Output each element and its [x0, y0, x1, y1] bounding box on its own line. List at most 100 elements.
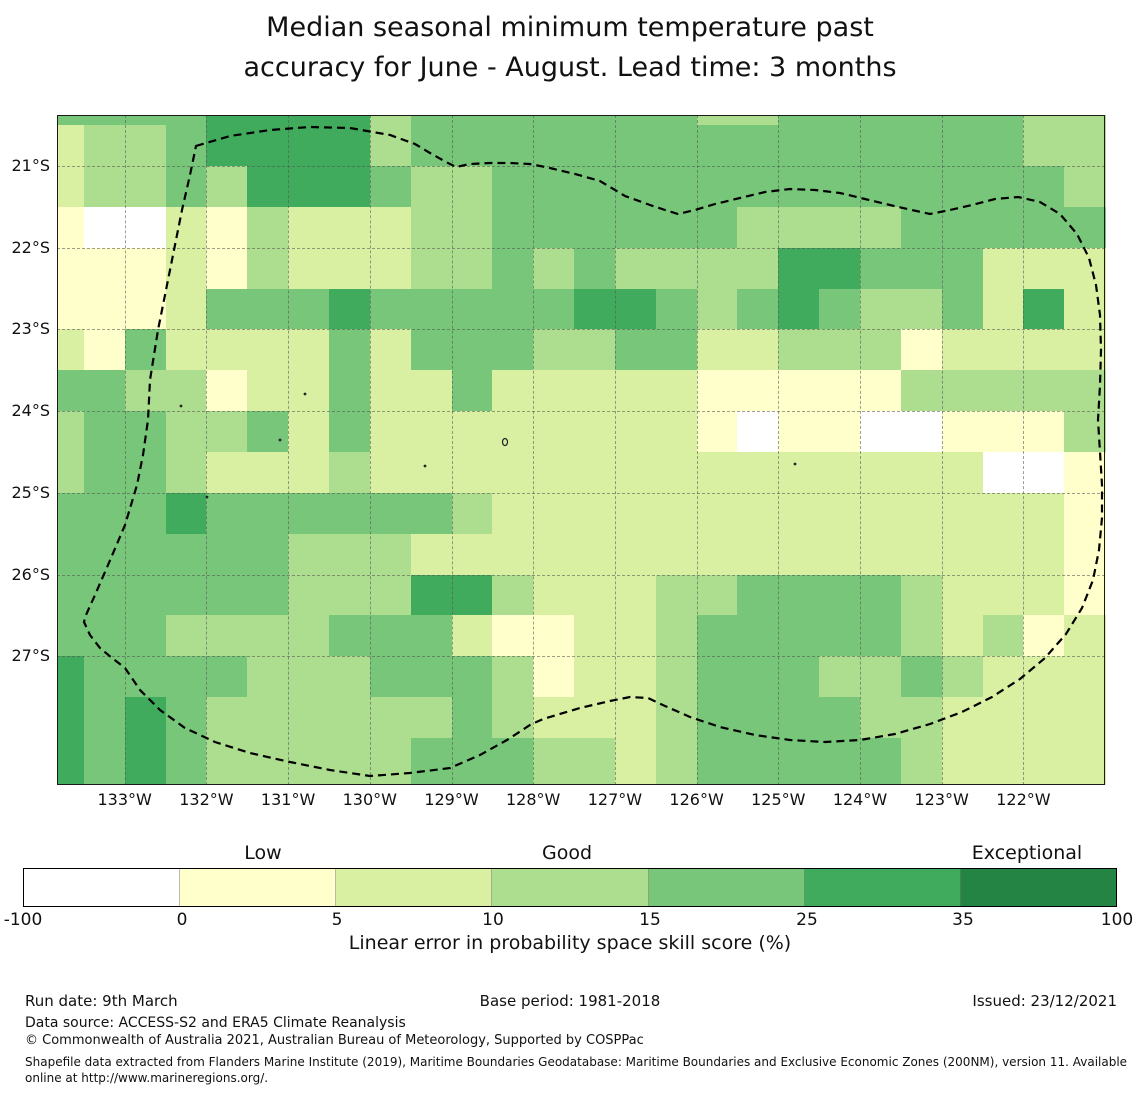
map-cell [492, 329, 534, 371]
map-cell [860, 125, 902, 167]
map-cell [328, 451, 371, 494]
map-cell [614, 492, 657, 535]
map-cell [900, 166, 943, 208]
map-cell [328, 737, 371, 786]
map-cell [737, 288, 779, 331]
map-cell [410, 288, 453, 331]
map-cell [206, 533, 248, 576]
map-cell [696, 370, 739, 412]
map-cell [247, 451, 289, 494]
map-plot [57, 115, 1106, 786]
map-cell [778, 574, 820, 617]
map-cell [982, 451, 1025, 494]
map-cell [574, 411, 616, 453]
map-cell [655, 288, 698, 331]
map-cell [696, 125, 739, 167]
map-cell [574, 370, 616, 412]
map-cell [124, 329, 167, 371]
map-cell [206, 451, 248, 494]
map-cell [778, 206, 820, 249]
map-cell [206, 615, 248, 657]
map-cell [533, 411, 575, 453]
map-cell [1023, 206, 1065, 249]
map-cell [982, 115, 1025, 126]
map-cell [696, 615, 739, 657]
map-cell [492, 574, 534, 617]
x-tick-label: 129°W [424, 790, 479, 809]
map-cell [614, 697, 657, 739]
gridline-horizontal [57, 492, 1105, 494]
map-cell [124, 370, 167, 412]
map-cell [247, 697, 289, 739]
map-cell [328, 533, 371, 576]
map-cell [124, 615, 167, 657]
map-cell [1023, 125, 1065, 167]
map-cell [1023, 697, 1065, 739]
map-cell [451, 574, 494, 617]
gridline-vertical [860, 115, 861, 785]
map-cell [165, 115, 208, 126]
map-cell [165, 329, 208, 371]
copyright-text: © Commonwealth of Australia 2021, Austra… [25, 1033, 644, 1048]
map-cell [288, 166, 330, 208]
map-cell [57, 288, 85, 331]
map-cell [165, 206, 208, 249]
map-cell [247, 370, 289, 412]
map-cell [57, 115, 85, 126]
map-cell [614, 615, 657, 657]
map-cell [819, 247, 861, 290]
map-cell [614, 288, 657, 331]
map-cell [614, 206, 657, 249]
map-cell [57, 492, 85, 535]
map-cell [1064, 533, 1106, 576]
map-cell [165, 574, 208, 617]
map-cell [451, 115, 494, 126]
map-cell [83, 166, 126, 208]
map-cell [655, 737, 698, 786]
map-cell [778, 451, 820, 494]
map-cell [860, 492, 902, 535]
map-cell [57, 125, 85, 167]
map-cell [737, 411, 779, 453]
gridline-horizontal [57, 166, 1105, 167]
map-cell [737, 247, 779, 290]
map-cell [533, 451, 575, 494]
map-cell [778, 125, 820, 167]
map-cell [57, 697, 85, 739]
map-cell [165, 656, 208, 698]
map-cell [982, 492, 1025, 535]
map-cell [124, 125, 167, 167]
map-cell [655, 370, 698, 412]
map-cell [860, 737, 902, 786]
map-cell [941, 247, 984, 290]
map-cell [247, 533, 289, 576]
map-cell [124, 206, 167, 249]
gridline-vertical [696, 115, 698, 785]
map-cell [57, 370, 85, 412]
map-cell [369, 206, 412, 249]
map-cell [247, 574, 289, 617]
map-cell [369, 492, 412, 535]
map-cell [328, 615, 371, 657]
map-cell [819, 115, 861, 126]
map-cell [819, 288, 861, 331]
map-cell [492, 533, 534, 576]
map-cell [451, 411, 494, 453]
map-cell [410, 411, 453, 453]
colorbar-segment [492, 869, 649, 906]
map-cell [941, 125, 984, 167]
map-cell [288, 370, 330, 412]
map-cell [819, 697, 861, 739]
map-cell [124, 697, 167, 739]
map-cell [369, 247, 412, 290]
map-cell [614, 574, 657, 617]
map-cell [614, 125, 657, 167]
gridline-vertical [778, 115, 780, 785]
map-gridlines [57, 115, 1105, 785]
map-cell [900, 288, 943, 331]
gridline-vertical [124, 115, 126, 785]
map-cell [614, 656, 657, 698]
map-cell [982, 370, 1025, 412]
map-cell [574, 166, 616, 208]
map-cell [451, 697, 494, 739]
